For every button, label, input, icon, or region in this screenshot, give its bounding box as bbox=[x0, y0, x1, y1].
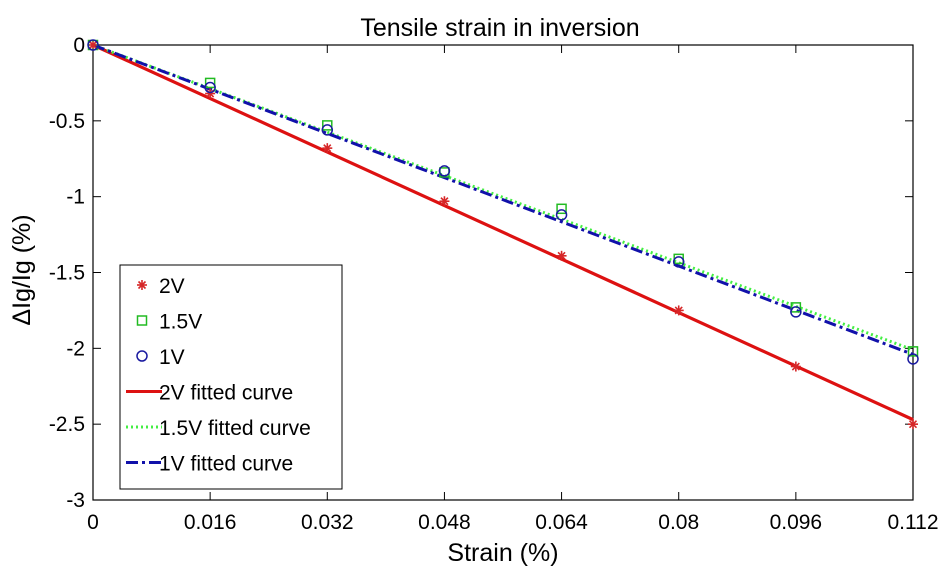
data-point bbox=[908, 419, 918, 430]
x-tick-label: 0.096 bbox=[770, 511, 823, 534]
data-point bbox=[907, 346, 919, 357]
x-tick-label: 0.048 bbox=[418, 511, 471, 534]
data-point bbox=[204, 77, 216, 89]
circle-marker-shape bbox=[555, 209, 568, 221]
x-tick-label: 0.032 bbox=[301, 511, 354, 534]
data-point bbox=[673, 305, 684, 316]
y-tick-label: -2.5 bbox=[49, 413, 85, 436]
square-marker-shape bbox=[907, 346, 919, 357]
data-point bbox=[87, 39, 99, 51]
square-marker-shape bbox=[556, 203, 567, 215]
circle-marker-shape bbox=[136, 350, 148, 362]
legend-label: 1V bbox=[159, 346, 185, 369]
legend-marker bbox=[136, 315, 148, 326]
y-tick-label: -1 bbox=[66, 186, 85, 209]
data-point bbox=[438, 165, 451, 177]
data-point bbox=[907, 353, 919, 365]
y-tick-label: -3 bbox=[66, 489, 85, 512]
legend: 2V 1.5V 1V 2V fitted curve 1.5V fitted curve… bbox=[119, 264, 343, 490]
legend-marker bbox=[137, 280, 147, 290]
asterisk-stroke bbox=[440, 197, 449, 206]
legend-box bbox=[119, 264, 343, 490]
legend-marker bbox=[136, 350, 148, 362]
circle-marker-shape bbox=[87, 39, 99, 51]
y-axis-title: ΔIg/Ig (%) bbox=[8, 214, 36, 325]
series-line bbox=[92, 43, 914, 422]
asterisk-stroke bbox=[88, 40, 98, 50]
data-point bbox=[556, 250, 567, 261]
plot-area: 0 0.016 0.032 0.048 0.064 0.08 0.096 0.112 0 -0.5… bbox=[49, 34, 939, 534]
y-tick-label: -2 bbox=[66, 337, 85, 360]
x-tick-label: 0.016 bbox=[184, 511, 237, 534]
square-marker-shape bbox=[790, 302, 802, 313]
square-marker-shape bbox=[204, 77, 216, 89]
circle-marker-shape bbox=[321, 124, 334, 136]
square-marker-shape bbox=[136, 315, 148, 326]
legend-label: 2V fitted curve bbox=[159, 382, 293, 405]
square-marker-shape bbox=[322, 120, 333, 131]
x-tick-label: 0.08 bbox=[658, 511, 699, 534]
asterisk-stroke bbox=[674, 306, 683, 315]
data-point bbox=[321, 124, 334, 136]
legend-label: 2V bbox=[159, 275, 185, 298]
data-point bbox=[555, 209, 568, 221]
data-point bbox=[790, 306, 802, 318]
circle-marker-shape bbox=[672, 256, 685, 268]
x-tick-label: 0 bbox=[87, 511, 99, 534]
asterisk-stroke bbox=[557, 251, 566, 260]
data-point bbox=[88, 40, 98, 50]
data-point bbox=[556, 203, 567, 215]
x-tick-label: 0.064 bbox=[535, 511, 588, 534]
data-point bbox=[322, 120, 333, 131]
circle-marker-shape bbox=[438, 165, 451, 177]
circle-marker-shape bbox=[907, 353, 919, 365]
asterisk-stroke bbox=[908, 420, 918, 429]
circle-marker-shape bbox=[204, 81, 216, 94]
asterisk-stroke bbox=[323, 144, 332, 153]
y-tick-label: -0.5 bbox=[49, 110, 85, 133]
y-tick-label: -1.5 bbox=[49, 262, 85, 285]
data-point bbox=[672, 256, 685, 268]
x-tick-label: 0.112 bbox=[888, 511, 939, 534]
circle-marker-shape bbox=[790, 306, 802, 318]
chart-title: Tensile strain in inversion bbox=[360, 14, 639, 42]
data-point bbox=[790, 361, 801, 372]
data-point bbox=[790, 302, 802, 313]
legend-label: 1.5V fitted curve bbox=[159, 417, 311, 440]
data-point bbox=[204, 81, 216, 94]
legend-label: 1.5V bbox=[159, 311, 202, 334]
legend-label: 1V fitted curve bbox=[159, 453, 293, 476]
y-tick-label: 0 bbox=[73, 34, 85, 57]
asterisk-stroke bbox=[137, 280, 147, 290]
data-point bbox=[322, 143, 333, 154]
series-line bbox=[92, 43, 914, 356]
x-axis-title: Strain (%) bbox=[447, 539, 558, 567]
asterisk-stroke bbox=[791, 362, 800, 371]
data-point bbox=[439, 196, 450, 207]
